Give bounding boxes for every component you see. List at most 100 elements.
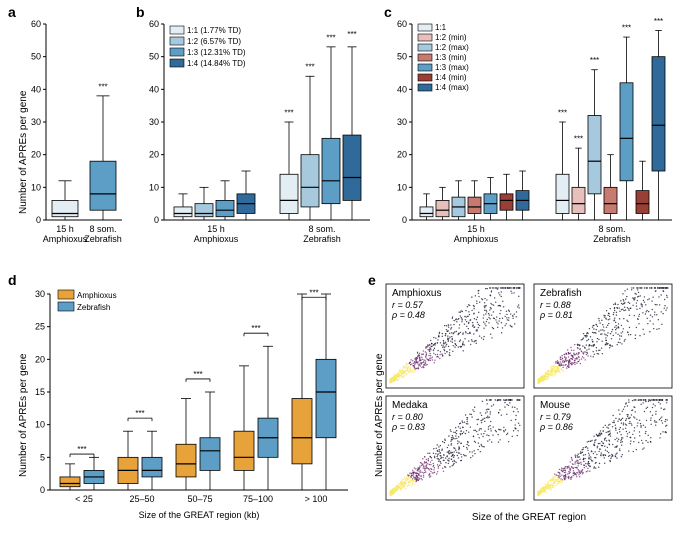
svg-text:1:3 (12.31% TD): 1:3 (12.31% TD): [187, 48, 246, 57]
svg-text:> 100: > 100: [305, 494, 328, 504]
svg-text:***: ***: [284, 108, 293, 117]
panel-a-chart: 0 10 20 30 40 50 60 15 hAmphioxus8 som.Zebrafis…: [24, 12, 134, 262]
svg-text:Amphioxus: Amphioxus: [194, 234, 239, 244]
svg-text:10: 10: [397, 182, 407, 192]
svg-text:1:1 (1.77% TD): 1:1 (1.77% TD): [187, 26, 241, 35]
svg-text:30: 30: [31, 117, 41, 127]
svg-text:25: 25: [35, 322, 45, 332]
svg-text:***: ***: [77, 445, 86, 454]
svg-text:Size of the GREAT region: Size of the GREAT region: [472, 512, 586, 523]
svg-text:***: ***: [135, 409, 144, 418]
svg-text:25–50: 25–50: [129, 494, 154, 504]
svg-text:50: 50: [397, 52, 407, 62]
svg-text:15: 15: [35, 387, 45, 397]
svg-text:Amphioxus: Amphioxus: [454, 234, 499, 244]
svg-text:8 som.: 8 som.: [308, 224, 335, 234]
svg-text:0: 0: [402, 215, 407, 225]
svg-text:Zebrafish: Zebrafish: [303, 234, 341, 244]
svg-text:50: 50: [149, 52, 159, 62]
svg-text:***: ***: [622, 24, 631, 33]
svg-text:r = 0.79: r = 0.79: [540, 412, 571, 422]
svg-text:10: 10: [31, 182, 41, 192]
svg-text:0: 0: [154, 215, 159, 225]
svg-text:r = 0.88: r = 0.88: [540, 300, 571, 310]
panel-c-chart: 0 10 20 30 40 50 60 15 hAmphioxus 8 som.Zebrafis…: [390, 12, 680, 262]
svg-text:Zebrafish: Zebrafish: [84, 234, 122, 244]
svg-text:Zebrafish: Zebrafish: [77, 303, 110, 312]
svg-text:***: ***: [654, 17, 663, 26]
svg-text:ρ = 0.81: ρ = 0.81: [539, 310, 573, 320]
svg-text:0: 0: [36, 215, 41, 225]
svg-text:Zebrafish: Zebrafish: [540, 288, 582, 299]
svg-text:20: 20: [31, 150, 41, 160]
svg-text:40: 40: [149, 84, 159, 94]
svg-text:75–100: 75–100: [243, 494, 273, 504]
svg-text:ρ = 0.83: ρ = 0.83: [391, 422, 425, 432]
panel-d-chart: 0 5 10 15 20 25 30 < 25 25–50 50–75 75–100 > 100 ***…: [24, 280, 359, 540]
svg-text:10: 10: [35, 420, 45, 430]
svg-text:1:1: 1:1: [435, 23, 447, 32]
svg-text:1:2 (min): 1:2 (min): [435, 33, 467, 42]
svg-text:Amphioxus: Amphioxus: [392, 288, 441, 299]
svg-text:20: 20: [149, 150, 159, 160]
panel-a: a Number of APREs per gene 0102030405060…: [8, 4, 128, 259]
svg-text:60: 60: [397, 19, 407, 29]
svg-text:20: 20: [397, 150, 407, 160]
svg-text:ρ = 0.48: ρ = 0.48: [391, 310, 425, 320]
svg-text:30: 30: [35, 289, 45, 299]
svg-text:***: ***: [251, 324, 260, 333]
svg-text:1:4 (min): 1:4 (min): [435, 73, 467, 82]
svg-text:Amphioxus: Amphioxus: [43, 234, 88, 244]
panel-e: e Number of APREs per gene Amphioxusr = …: [368, 272, 680, 547]
svg-text:20: 20: [35, 354, 45, 364]
panel-d: d Number of APREs per gene 051015202530<…: [8, 272, 358, 547]
svg-text:30: 30: [397, 117, 407, 127]
svg-text:ρ = 0.86: ρ = 0.86: [539, 422, 573, 432]
svg-text:15 h: 15 h: [56, 224, 74, 234]
svg-text:***: ***: [309, 288, 318, 297]
svg-text:Zebrafish: Zebrafish: [593, 234, 631, 244]
svg-text:Size of the GREAT region (kb): Size of the GREAT region (kb): [139, 510, 260, 520]
svg-text:8 som.: 8 som.: [89, 224, 116, 234]
svg-text:30: 30: [149, 117, 159, 127]
panel-a-label: a: [8, 4, 16, 20]
svg-text:Amphioxus: Amphioxus: [77, 291, 117, 300]
svg-text:15 h: 15 h: [207, 224, 225, 234]
svg-text:***: ***: [558, 108, 567, 117]
svg-text:***: ***: [98, 82, 107, 91]
svg-text:< 25: < 25: [75, 494, 93, 504]
svg-text:8 som.: 8 som.: [598, 224, 625, 234]
svg-text:50–75: 50–75: [187, 494, 212, 504]
svg-text:50: 50: [31, 52, 41, 62]
svg-text:15 h: 15 h: [467, 224, 485, 234]
svg-text:***: ***: [347, 30, 356, 39]
svg-text:10: 10: [149, 182, 159, 192]
svg-text:***: ***: [305, 63, 314, 72]
svg-text:r = 0.80: r = 0.80: [392, 412, 423, 422]
svg-text:60: 60: [31, 19, 41, 29]
panel-b-chart: 0 10 20 30 40 50 60 15 hAmphioxus 8 som.Zebrafis…: [142, 12, 377, 262]
svg-text:40: 40: [397, 84, 407, 94]
panel-e-label: e: [368, 272, 376, 288]
panel-c: c 010203040506015 hAmphioxus8 som.Zebraf…: [384, 4, 680, 259]
svg-text:1:2 (max): 1:2 (max): [435, 43, 469, 52]
svg-text:5: 5: [40, 452, 45, 462]
svg-text:1:3 (min): 1:3 (min): [435, 53, 467, 62]
panel-d-label: d: [8, 272, 17, 288]
svg-text:***: ***: [193, 370, 202, 379]
svg-text:40: 40: [31, 84, 41, 94]
svg-text:1:4 (max): 1:4 (max): [435, 83, 469, 92]
svg-text:r = 0.57: r = 0.57: [392, 300, 424, 310]
svg-text:1:4 (14.84% TD): 1:4 (14.84% TD): [187, 59, 246, 68]
svg-text:1:3 (max): 1:3 (max): [435, 63, 469, 72]
svg-text:60: 60: [149, 19, 159, 29]
svg-text:***: ***: [326, 33, 335, 42]
svg-text:1:2 (6.57% TD): 1:2 (6.57% TD): [187, 37, 241, 46]
panel-e-chart: Amphioxusr = 0.57ρ = 0.48Zebrafishr = 0.…: [380, 280, 680, 540]
svg-text:Mouse: Mouse: [540, 400, 570, 411]
svg-text:***: ***: [574, 135, 583, 144]
svg-text:0: 0: [40, 485, 45, 495]
svg-text:***: ***: [590, 56, 599, 65]
svg-text:Medaka: Medaka: [392, 400, 428, 411]
panel-b: b 010203040506015 hAmphioxus8 som.Zebraf…: [136, 4, 376, 259]
